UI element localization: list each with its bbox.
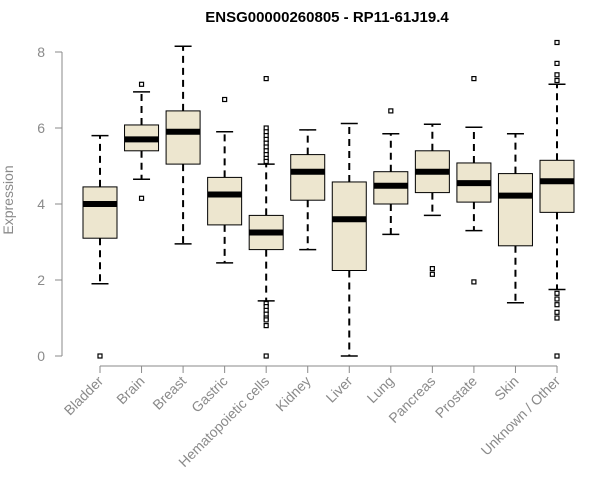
x-tick-label: Unknown / Other bbox=[478, 373, 564, 459]
box-iqr bbox=[165, 110, 201, 165]
chart-title: ENSG00000260805 - RP11-61J19.4 bbox=[205, 9, 449, 26]
outlier-point bbox=[429, 266, 435, 272]
outlier-point bbox=[388, 108, 394, 114]
x-tick-label: Lung bbox=[364, 373, 397, 406]
outlier-point bbox=[263, 75, 269, 82]
box-series bbox=[82, 39, 575, 359]
outlier-point bbox=[429, 271, 435, 277]
box-prostate bbox=[456, 75, 492, 285]
y-tick-label: 8 bbox=[37, 44, 45, 60]
box-breast bbox=[165, 45, 201, 245]
y-tick-label: 0 bbox=[37, 348, 45, 364]
box-lung bbox=[373, 108, 409, 236]
box-unknown-other bbox=[539, 39, 575, 359]
x-tick-label: Liver bbox=[323, 373, 356, 406]
box-iqr bbox=[82, 186, 118, 239]
box-gastric bbox=[207, 96, 243, 264]
outlier-point bbox=[554, 72, 560, 78]
x-tick-label: Kidney bbox=[272, 373, 314, 415]
box-iqr bbox=[539, 159, 575, 213]
outlier-point bbox=[222, 96, 228, 103]
x-tick-label: Prostate bbox=[432, 373, 480, 421]
y-tick-label: 6 bbox=[37, 120, 45, 136]
outlier-point bbox=[471, 279, 477, 285]
outlier-point bbox=[554, 60, 560, 67]
x-tick-label: Breast bbox=[149, 373, 189, 413]
outlier-point bbox=[554, 315, 560, 321]
outlier-point bbox=[263, 317, 269, 323]
box-kidney bbox=[290, 129, 326, 251]
outlier-point bbox=[263, 353, 269, 359]
box-iqr bbox=[207, 176, 243, 226]
box-hematopoietic-cells bbox=[248, 75, 284, 359]
y-axis-label: Expression bbox=[0, 165, 16, 234]
box-liver bbox=[331, 122, 367, 357]
outlier-point bbox=[554, 77, 560, 84]
x-tick-label: Skin bbox=[491, 373, 522, 404]
outlier-point bbox=[554, 290, 560, 296]
outlier-point bbox=[138, 195, 145, 201]
box-skin bbox=[497, 132, 533, 304]
box-iqr bbox=[290, 154, 326, 201]
box-pancreas bbox=[414, 123, 450, 277]
box-iqr bbox=[331, 181, 367, 272]
x-tick-label: Bladder bbox=[61, 373, 107, 419]
box-bladder bbox=[82, 134, 118, 359]
outlier-point bbox=[471, 75, 477, 82]
outlier-point bbox=[263, 158, 269, 165]
box-iqr bbox=[497, 173, 533, 247]
y-tick-label: 4 bbox=[37, 196, 45, 212]
x-tick-label: Brain bbox=[113, 373, 147, 407]
outlier-point bbox=[97, 353, 103, 359]
outlier-point bbox=[138, 81, 145, 87]
outlier-point bbox=[263, 323, 269, 329]
outlier-point bbox=[554, 302, 560, 308]
outlier-point bbox=[554, 39, 560, 46]
y-tick-label: 2 bbox=[37, 272, 45, 288]
outlier-point bbox=[554, 296, 560, 302]
outlier-point bbox=[554, 309, 560, 315]
box-brain bbox=[124, 81, 160, 201]
outlier-point bbox=[554, 353, 560, 359]
y-axis: 0 2 4 6 8 bbox=[37, 44, 63, 364]
